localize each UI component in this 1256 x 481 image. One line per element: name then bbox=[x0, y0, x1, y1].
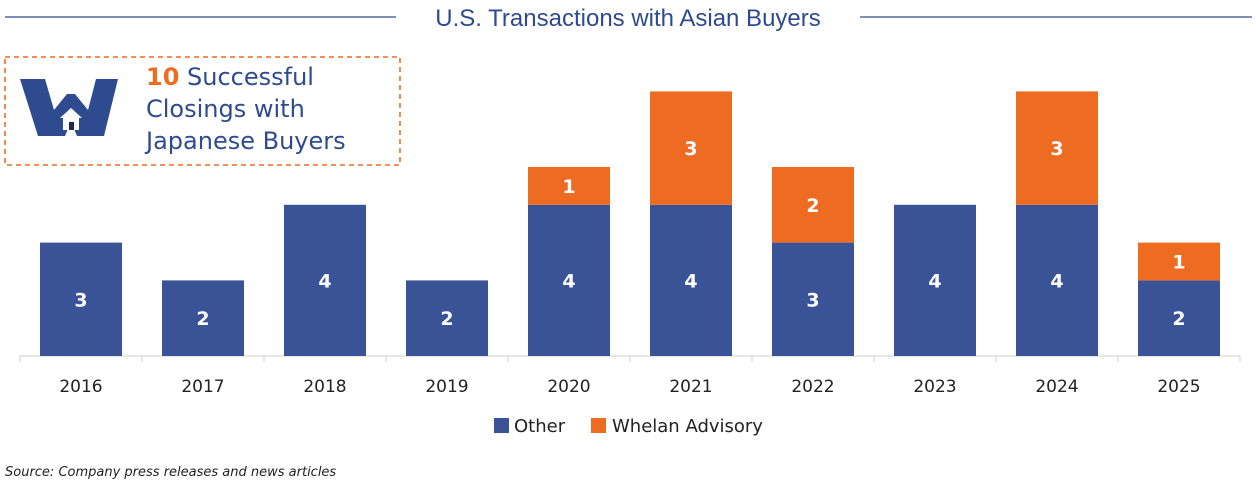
bar-other-2017 bbox=[162, 280, 244, 356]
data-label-other-2023: 4 bbox=[928, 270, 941, 292]
bar-whelan-2024 bbox=[1016, 91, 1098, 205]
callout-line-2: Closings with bbox=[146, 95, 305, 123]
chart-title: U.S. Transactions with Asian Buyers bbox=[435, 5, 821, 32]
bar-other-2022 bbox=[772, 242, 854, 356]
x-tick-label-2016: 2016 bbox=[59, 377, 102, 397]
bar-whelan-2022 bbox=[772, 167, 854, 243]
callout-number: 10 bbox=[146, 63, 179, 91]
bar-other-2023 bbox=[894, 204, 976, 356]
source-note: Source: Company press releases and news … bbox=[5, 465, 336, 480]
bar-other-2018 bbox=[284, 204, 366, 356]
data-label-other-2018: 4 bbox=[318, 270, 331, 292]
bar-other-2019 bbox=[406, 280, 488, 356]
x-tick-label-2023: 2023 bbox=[913, 377, 956, 397]
callout-line-1-rest: Successful bbox=[179, 63, 314, 91]
data-label-other-2016: 3 bbox=[74, 289, 87, 311]
bar-other-2025 bbox=[1138, 280, 1220, 356]
data-label-other-2021: 4 bbox=[684, 270, 697, 292]
plot-area: 3 2016 2 2017 4 2018 2 2019 4 1 2020 4 3 2021 3 2 2022 4 2… bbox=[19, 91, 1241, 397]
data-label-other-2025: 2 bbox=[1172, 308, 1185, 330]
legend-label-other: Other bbox=[514, 416, 566, 437]
x-tick-label-2019: 2019 bbox=[425, 377, 468, 397]
x-tick-label-2020: 2020 bbox=[547, 377, 590, 397]
callout-line-1: 10 Successful bbox=[146, 63, 314, 91]
x-tick-label-2024: 2024 bbox=[1035, 377, 1078, 397]
legend: Other Whelan Advisory bbox=[494, 416, 763, 437]
data-label-other-2020: 4 bbox=[562, 270, 575, 292]
data-label-whelan-2022: 2 bbox=[806, 195, 819, 217]
bar-other-2020 bbox=[528, 204, 610, 356]
data-label-other-2017: 2 bbox=[196, 308, 209, 330]
data-label-whelan-2024: 3 bbox=[1050, 138, 1063, 160]
data-label-whelan-2021: 3 bbox=[684, 138, 697, 160]
x-tick-label-2017: 2017 bbox=[181, 377, 224, 397]
x-tick-label-2025: 2025 bbox=[1157, 377, 1200, 397]
data-label-whelan-2025: 1 bbox=[1172, 252, 1185, 274]
bar-other-2024 bbox=[1016, 204, 1098, 356]
data-label-other-2024: 4 bbox=[1050, 270, 1063, 292]
x-tick-label-2018: 2018 bbox=[303, 377, 346, 397]
whelan-w-house-logo-icon bbox=[20, 79, 118, 136]
callout-line-3: Japanese Buyers bbox=[144, 127, 346, 155]
data-label-other-2019: 2 bbox=[440, 308, 453, 330]
bar-whelan-2021 bbox=[650, 91, 732, 205]
legend-label-whelan: Whelan Advisory bbox=[612, 416, 763, 437]
bar-other-2021 bbox=[650, 204, 732, 356]
legend-swatch-other bbox=[494, 418, 509, 433]
callout-box: 10 Successful Closings with Japanese Buy… bbox=[4, 56, 401, 166]
bar-other-2016 bbox=[40, 242, 122, 356]
bar-whelan-2020 bbox=[528, 167, 610, 205]
data-label-other-2022: 3 bbox=[806, 289, 819, 311]
x-tick-label-2021: 2021 bbox=[669, 377, 712, 397]
x-tick-label-2022: 2022 bbox=[791, 377, 834, 397]
bar-whelan-2025 bbox=[1138, 242, 1220, 281]
data-label-whelan-2020: 1 bbox=[562, 176, 575, 198]
legend-swatch-whelan bbox=[591, 418, 606, 433]
